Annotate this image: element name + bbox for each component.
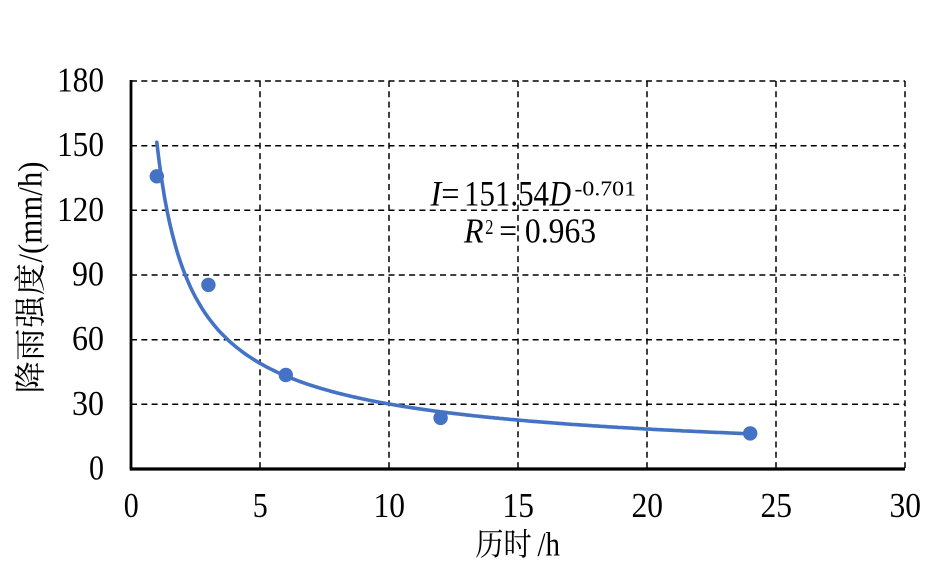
- svg-text:D: D: [549, 173, 571, 213]
- svg-text:0: 0: [124, 486, 139, 525]
- svg-text:2: 2: [485, 215, 493, 239]
- svg-text:0: 0: [89, 449, 104, 488]
- svg-text:I=: I=: [430, 173, 460, 213]
- svg-text:-0.701: -0.701: [575, 177, 637, 201]
- svg-text:5: 5: [253, 486, 268, 525]
- svg-text:60: 60: [72, 319, 104, 358]
- svg-text:15: 15: [503, 486, 535, 525]
- svg-text:30: 30: [890, 486, 922, 525]
- svg-text:20: 20: [632, 486, 664, 525]
- svg-text:90: 90: [72, 255, 104, 294]
- svg-text:30: 30: [72, 384, 104, 423]
- svg-text:/h: /h: [538, 526, 561, 563]
- svg-text:151.54: 151.54: [464, 173, 549, 213]
- svg-text:180: 180: [57, 61, 104, 100]
- svg-text:150: 150: [57, 125, 104, 164]
- svg-text:25: 25: [761, 486, 793, 525]
- svg-text:R: R: [463, 212, 484, 251]
- svg-text:120: 120: [57, 190, 104, 229]
- svg-text:10: 10: [374, 486, 406, 525]
- svg-text:/(mm/h): /(mm/h): [13, 162, 50, 263]
- svg-text:= 0.963: = 0.963: [499, 212, 596, 251]
